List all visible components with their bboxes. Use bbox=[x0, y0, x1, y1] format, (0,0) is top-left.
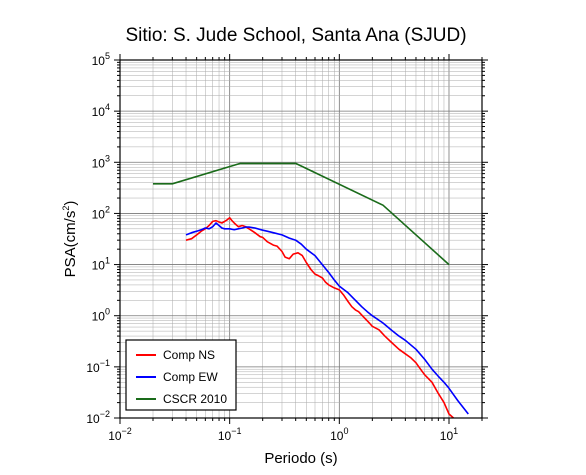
y-axis-label-main: PSA(cm/s bbox=[62, 211, 79, 278]
y-tick-label: 103 bbox=[92, 153, 110, 170]
ticks bbox=[114, 54, 488, 424]
x-tick-label: 100 bbox=[330, 426, 348, 443]
y-tick-label: 105 bbox=[92, 51, 110, 68]
x-tick-label: 101 bbox=[440, 426, 458, 443]
series-line-1 bbox=[185, 217, 455, 419]
y-tick-labels: 10−2 10−1 100 101 102 103 104 105 bbox=[86, 51, 110, 426]
y-tick-label: 10−2 bbox=[86, 409, 110, 426]
series-lines bbox=[153, 162, 469, 419]
y-tick-label: 102 bbox=[92, 204, 110, 221]
x-tick-label: 10−1 bbox=[218, 426, 242, 443]
y-tick-label: 101 bbox=[92, 256, 110, 273]
y-axis-label: PSA(cm/s2) bbox=[61, 201, 79, 278]
y-tick-label: 10−1 bbox=[86, 358, 110, 375]
series-line-2 bbox=[185, 222, 469, 415]
series-line-3 bbox=[153, 162, 450, 266]
grid bbox=[119, 59, 483, 419]
y-tick-label: 100 bbox=[92, 307, 110, 324]
legend: Comp NS Comp EW CSCR 2010 bbox=[125, 339, 237, 411]
legend-label: CSCR 2010 bbox=[163, 392, 227, 406]
legend-label: Comp EW bbox=[163, 370, 218, 384]
y-axis-label-sup: 2 bbox=[61, 206, 71, 211]
x-tick-labels: 10−2 10−1 100 101 bbox=[108, 426, 458, 443]
x-axis-label: Periodo (s) bbox=[264, 450, 337, 467]
y-axis-label-close: ) bbox=[62, 201, 79, 206]
plot-frame bbox=[119, 59, 483, 419]
y-tick-label: 104 bbox=[92, 102, 110, 119]
chart-title: Sitio: S. Jude School, Santa Ana (SJUD) bbox=[125, 25, 466, 46]
legend-label: Comp NS bbox=[163, 348, 215, 362]
x-tick-label: 10−2 bbox=[108, 426, 132, 443]
